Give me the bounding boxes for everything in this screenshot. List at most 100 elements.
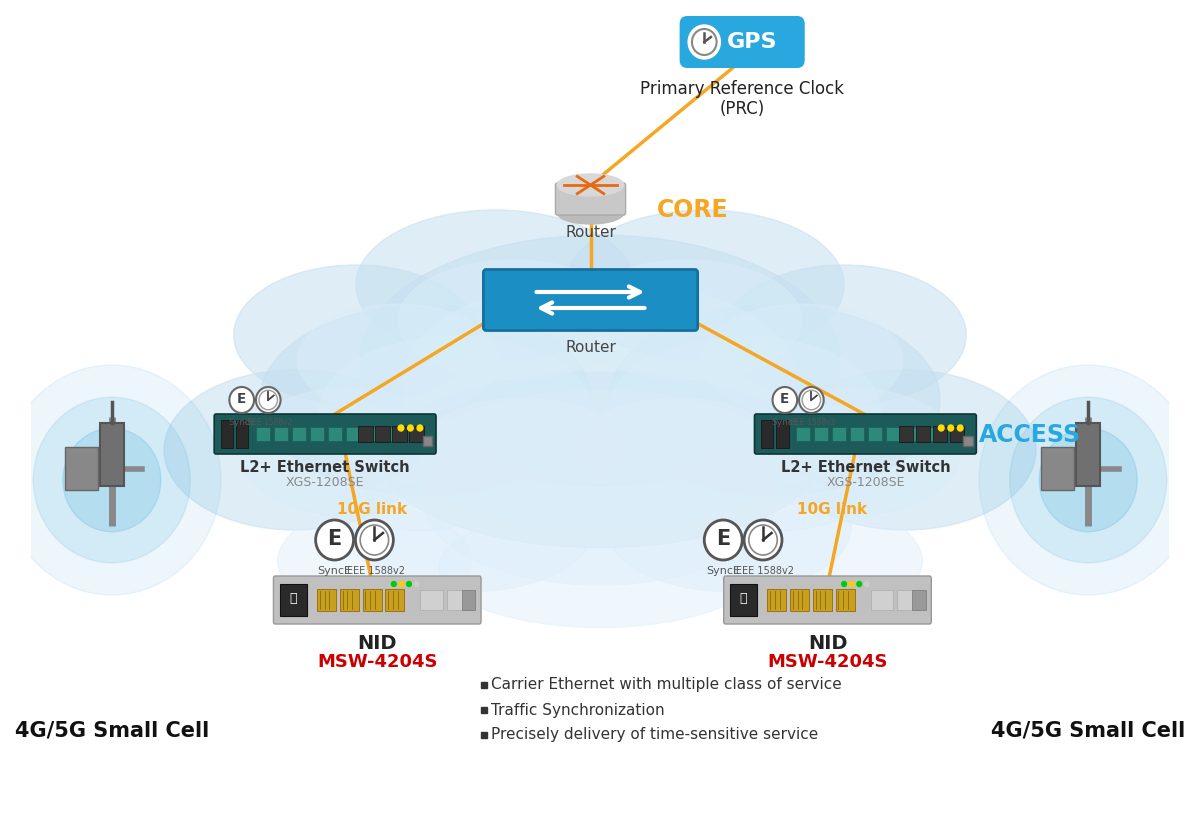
Ellipse shape: [422, 415, 778, 585]
Bar: [340, 589, 359, 611]
Ellipse shape: [420, 390, 780, 530]
Circle shape: [948, 425, 954, 431]
Text: Primary Reference Clock: Primary Reference Clock: [640, 80, 844, 98]
Bar: [964, 436, 972, 446]
Ellipse shape: [722, 265, 966, 405]
Text: ⏻: ⏻: [289, 592, 298, 605]
Bar: [731, 584, 757, 616]
Circle shape: [850, 582, 854, 587]
Text: ACCESS: ACCESS: [979, 423, 1081, 447]
Ellipse shape: [234, 265, 478, 405]
Text: Router: Router: [565, 225, 616, 240]
Ellipse shape: [607, 336, 881, 488]
Bar: [420, 590, 443, 610]
Bar: [346, 427, 360, 441]
Text: (PRC): (PRC): [720, 100, 764, 118]
Text: IEEE 1588v2: IEEE 1588v2: [787, 418, 835, 427]
Text: XGS-1208SE: XGS-1208SE: [826, 476, 905, 489]
FancyBboxPatch shape: [755, 414, 977, 454]
Text: L2+ Ethernet Switch: L2+ Ethernet Switch: [240, 460, 410, 475]
Ellipse shape: [565, 210, 844, 360]
Circle shape: [688, 25, 720, 59]
Bar: [932, 426, 947, 442]
Circle shape: [744, 520, 782, 560]
Bar: [328, 427, 342, 441]
Bar: [100, 423, 124, 486]
Circle shape: [408, 425, 413, 431]
Circle shape: [400, 582, 403, 587]
Bar: [409, 426, 424, 442]
Bar: [382, 427, 396, 441]
Bar: [887, 427, 900, 441]
Text: NID: NID: [358, 634, 397, 653]
Circle shape: [749, 525, 778, 555]
Ellipse shape: [575, 398, 780, 500]
Circle shape: [799, 387, 823, 413]
Ellipse shape: [690, 435, 871, 531]
Ellipse shape: [744, 388, 960, 516]
Bar: [236, 420, 248, 448]
Text: GPS: GPS: [726, 32, 776, 52]
Bar: [376, 426, 390, 442]
FancyBboxPatch shape: [274, 576, 481, 624]
Text: 4G/5G Small Cell: 4G/5G Small Cell: [14, 720, 209, 740]
Circle shape: [62, 428, 161, 531]
Circle shape: [398, 425, 403, 431]
Circle shape: [1009, 397, 1166, 563]
Circle shape: [360, 525, 389, 555]
Bar: [767, 589, 786, 611]
Bar: [1076, 423, 1100, 486]
Ellipse shape: [349, 462, 594, 592]
Ellipse shape: [319, 336, 593, 488]
Text: CORE: CORE: [656, 198, 728, 222]
Text: IEEE 1588v2: IEEE 1588v2: [245, 418, 292, 427]
Bar: [310, 427, 324, 441]
Text: MSW-4204S: MSW-4204S: [767, 653, 888, 671]
Bar: [65, 447, 97, 490]
Bar: [776, 420, 788, 448]
Bar: [385, 589, 404, 611]
Ellipse shape: [360, 235, 840, 485]
Circle shape: [256, 387, 281, 413]
Circle shape: [841, 582, 846, 587]
Bar: [923, 427, 936, 441]
Bar: [274, 427, 288, 441]
Text: 10G link: 10G link: [797, 503, 868, 517]
Circle shape: [391, 582, 396, 587]
Bar: [790, 589, 809, 611]
Text: SyncE: SyncE: [707, 566, 740, 576]
Bar: [833, 427, 846, 441]
Bar: [292, 427, 306, 441]
Ellipse shape: [557, 174, 624, 196]
Bar: [280, 584, 307, 616]
Bar: [905, 427, 918, 441]
Ellipse shape: [420, 398, 625, 500]
Text: SyncE: SyncE: [318, 566, 352, 576]
Circle shape: [259, 391, 277, 410]
FancyBboxPatch shape: [556, 183, 625, 215]
Circle shape: [1039, 428, 1138, 531]
Ellipse shape: [557, 202, 624, 224]
Ellipse shape: [164, 370, 426, 530]
Bar: [899, 426, 913, 442]
Ellipse shape: [608, 305, 940, 495]
Circle shape: [773, 387, 797, 413]
Bar: [812, 589, 832, 611]
Text: MSW-4204S: MSW-4204S: [317, 653, 438, 671]
Bar: [422, 436, 432, 446]
Text: E: E: [716, 529, 731, 549]
Ellipse shape: [701, 304, 902, 416]
Text: XGS-1208SE: XGS-1208SE: [286, 476, 365, 489]
Ellipse shape: [356, 210, 635, 360]
Bar: [364, 427, 378, 441]
Ellipse shape: [728, 507, 923, 616]
Ellipse shape: [260, 305, 592, 495]
Bar: [949, 426, 964, 442]
Circle shape: [414, 582, 419, 587]
Text: Router: Router: [565, 339, 616, 354]
FancyBboxPatch shape: [679, 16, 805, 68]
Bar: [835, 589, 854, 611]
Circle shape: [418, 425, 422, 431]
FancyBboxPatch shape: [724, 576, 931, 624]
Bar: [761, 420, 774, 448]
